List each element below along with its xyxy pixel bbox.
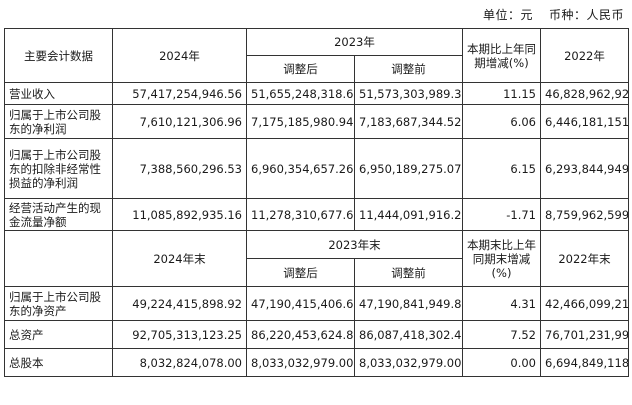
cell-change: 6.06	[462, 104, 541, 139]
financial-data-table: 主要会计数据 2024年 2023年 本期比上年同期增减(%) 2022年 调整…	[4, 28, 629, 377]
cell-2024: 8,032,824,078.00	[112, 348, 247, 377]
table-row: 归属于上市公司股东的扣除非经常性损益的净利润 7,388,560,296.53 …	[4, 138, 629, 199]
header-2023: 2023年	[246, 28, 463, 56]
cell-2023-before: 11,444,091,916.26	[354, 198, 463, 231]
header-2024: 2024年	[112, 28, 247, 83]
cell-2024: 57,417,254,946.56	[112, 82, 247, 105]
header-change: 本期比上年同期增减(%)	[462, 28, 541, 83]
header-adjusted: 调整后	[246, 55, 355, 83]
row-label: 营业收入	[4, 82, 113, 105]
cell-2023-before: 6,950,189,275.07	[354, 138, 463, 199]
cell-2022: 76,701,231,995.18	[540, 320, 629, 349]
cell-2022: 6,694,849,118.00	[540, 348, 629, 377]
cell-2023-before: 47,190,841,949.86	[354, 286, 463, 321]
cell-2024: 7,610,121,306.96	[112, 104, 247, 139]
cell-2024: 92,705,313,123.25	[112, 320, 247, 349]
cell-2023-before: 86,087,418,302.42	[354, 320, 463, 349]
cell-change: -1.71	[462, 198, 541, 231]
cell-2022: 6,293,844,949.29	[540, 138, 629, 199]
cell-change: 0.00	[462, 348, 541, 377]
header-2022-end: 2022年末	[540, 230, 629, 287]
header-before-adjust: 调整前	[354, 55, 463, 83]
table-row: 营业收入 57,417,254,946.56 51,655,248,318.66…	[4, 82, 629, 105]
header-before-adjust: 调整前	[354, 258, 463, 287]
table-row: 归属于上市公司股东的净资产 49,224,415,898.92 47,190,4…	[4, 286, 629, 321]
header-item: 主要会计数据	[4, 28, 113, 83]
cell-2023-adjusted: 6,960,354,657.26	[246, 138, 355, 199]
currency-label: 币种：人民币	[548, 8, 624, 22]
row-label: 总股本	[4, 348, 113, 377]
table-row: 总股本 8,032,824,078.00 8,033,032,979.00 8,…	[4, 348, 629, 377]
cell-change: 4.31	[462, 286, 541, 321]
table-row: 总资产 92,705,313,123.25 86,220,453,624.85 …	[4, 320, 629, 349]
cell-2023-adjusted: 11,278,310,677.65	[246, 198, 355, 231]
cell-change: 6.15	[462, 138, 541, 199]
header-2024-end: 2024年末	[112, 230, 247, 287]
cell-2023-before: 7,183,687,344.52	[354, 104, 463, 139]
unit-line: 单位：元 币种：人民币	[467, 6, 624, 23]
header-2022: 2022年	[540, 28, 629, 83]
row-label: 经营活动产生的现金流量净额	[4, 198, 113, 231]
cell-2022: 46,828,962,926.94	[540, 82, 629, 105]
header-adjusted: 调整后	[246, 258, 355, 287]
unit-label: 单位：元	[482, 8, 533, 22]
row-label: 归属于上市公司股东的净利润	[4, 104, 113, 139]
header-item-blank	[4, 230, 113, 287]
cell-2022: 6,446,181,151.11	[540, 104, 629, 139]
header-2023-end: 2023年末	[246, 230, 463, 259]
cell-change: 11.15	[462, 82, 541, 105]
table-row: 经营活动产生的现金流量净额 11,085,892,935.16 11,278,3…	[4, 198, 629, 231]
cell-2023-adjusted: 8,033,032,979.00	[246, 348, 355, 377]
cell-2023-before: 8,033,032,979.00	[354, 348, 463, 377]
cell-2023-adjusted: 51,655,248,318.66	[246, 82, 355, 105]
cell-2023-adjusted: 86,220,453,624.85	[246, 320, 355, 349]
cell-2023-before: 51,573,303,989.39	[354, 82, 463, 105]
cell-2023-adjusted: 47,190,415,406.62	[246, 286, 355, 321]
header-change-end: 本期末比上年同期末增减(%)	[462, 230, 541, 287]
row-label: 归属于上市公司股东的扣除非经常性损益的净利润	[4, 138, 113, 199]
cell-2024: 11,085,892,935.16	[112, 198, 247, 231]
cell-2023-adjusted: 7,175,185,980.94	[246, 104, 355, 139]
cell-2022: 42,466,099,217.30	[540, 286, 629, 321]
cell-2024: 7,388,560,296.53	[112, 138, 247, 199]
table-row: 归属于上市公司股东的净利润 7,610,121,306.96 7,175,185…	[4, 104, 629, 139]
cell-2022: 8,759,962,599.71	[540, 198, 629, 231]
cell-change: 7.52	[462, 320, 541, 349]
row-label: 归属于上市公司股东的净资产	[4, 286, 113, 321]
row-label: 总资产	[4, 320, 113, 349]
cell-2024: 49,224,415,898.92	[112, 286, 247, 321]
